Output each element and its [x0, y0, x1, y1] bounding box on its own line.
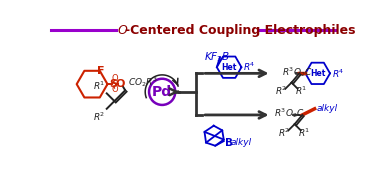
- Text: F: F: [97, 66, 104, 76]
- Text: alkyl: alkyl: [316, 103, 337, 113]
- Text: $R^2$: $R^2$: [93, 110, 105, 123]
- Text: Pd: Pd: [152, 85, 172, 99]
- Text: $KF_3B$: $KF_3B$: [204, 50, 230, 64]
- Text: O: O: [116, 79, 125, 89]
- Text: $R^1$: $R^1$: [299, 127, 311, 139]
- Text: Het: Het: [310, 69, 325, 78]
- Text: $CO_2R^3$: $CO_2R^3$: [127, 75, 158, 89]
- Text: O: O: [111, 85, 118, 94]
- Text: S: S: [110, 79, 118, 89]
- Text: $R^2$: $R^2$: [278, 127, 291, 139]
- Text: $R^1$: $R^1$: [295, 85, 308, 97]
- Text: $R^4$: $R^4$: [332, 67, 344, 80]
- Text: Het: Het: [222, 63, 237, 72]
- Text: O: O: [111, 74, 118, 83]
- Text: $R^1$: $R^1$: [93, 79, 105, 92]
- Text: $R^3O_2C$: $R^3O_2C$: [274, 106, 305, 120]
- Text: $R^2$: $R^2$: [275, 85, 288, 97]
- Text: B: B: [225, 138, 232, 148]
- Text: $\it{O}$: $\it{O}$: [118, 24, 129, 37]
- Text: $R^3O_2C$: $R^3O_2C$: [282, 65, 313, 79]
- Text: alkyl: alkyl: [231, 138, 252, 147]
- Text: $R^4$: $R^4$: [243, 61, 256, 73]
- Text: -Centered Coupling Electrophiles: -Centered Coupling Electrophiles: [125, 24, 356, 37]
